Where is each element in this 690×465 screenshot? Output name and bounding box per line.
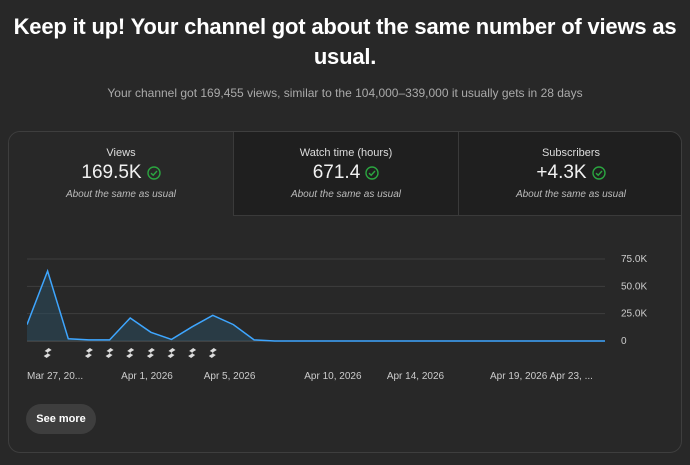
analytics-card: Views 169.5K About the same as usual Wat… xyxy=(8,131,682,453)
tab-title: Watch time (hours) xyxy=(299,147,393,159)
views-line xyxy=(27,268,605,342)
views-area xyxy=(27,271,605,341)
tab-title: Views xyxy=(106,147,136,159)
check-circle-icon xyxy=(591,166,606,180)
x-tick-label: Apr 10, 2026 xyxy=(304,371,362,382)
tab-value-row: +4.3K xyxy=(459,162,681,184)
check-circle-icon xyxy=(365,166,379,180)
shorts-icon xyxy=(167,348,176,358)
check-circle-icon xyxy=(146,166,161,180)
tab-note: About the same as usual xyxy=(65,189,177,200)
x-tick-label: Apr 19, 2026 xyxy=(490,371,548,382)
metric-tabs: Views 169.5K About the same as usual Wat… xyxy=(9,132,681,216)
shorts-icon xyxy=(43,348,52,358)
tab-value-row: 671.4 xyxy=(234,162,458,184)
tab-note: About the same as usual xyxy=(290,189,402,200)
x-tick-label: Apr 5, 2026 xyxy=(203,371,256,382)
x-tick-label: Mar 27, 20... xyxy=(27,371,84,382)
x-tick-label: Apr 14, 2026 xyxy=(386,371,445,382)
shorts-icon xyxy=(126,348,135,358)
shorts-icon xyxy=(105,348,114,358)
tab-value-row: 169.5K xyxy=(9,162,233,184)
y-tick-label: 50.0K xyxy=(621,281,647,292)
tab-views[interactable]: Views 169.5K About the same as usual xyxy=(9,132,233,216)
tab-value: 671.4 xyxy=(312,162,361,183)
x-tick-label: Apr 23, ... xyxy=(549,371,593,382)
shorts-icon xyxy=(188,348,197,358)
tab-watch-time[interactable]: Watch time (hours) 671.4 About the same … xyxy=(233,132,458,216)
shorts-icon xyxy=(146,348,155,358)
x-tick-label: Apr 1, 2026 xyxy=(121,371,173,382)
views-chart: 75.0K 50.0K 25.0K 0 xyxy=(27,254,647,358)
tab-note: About the same as usual xyxy=(515,189,627,200)
y-tick-label: 75.0K xyxy=(621,254,647,265)
shorts-icon xyxy=(84,348,93,358)
shorts-icon xyxy=(208,348,217,358)
tab-value: +4.3K xyxy=(536,162,587,183)
see-more-button[interactable]: See more xyxy=(26,404,96,434)
y-tick-label: 25.0K xyxy=(621,309,647,320)
tab-title: Subscribers xyxy=(541,147,601,159)
headline: Keep it up! Your channel got about the s… xyxy=(13,14,677,69)
tab-subscribers[interactable]: Subscribers +4.3K About the same as usua… xyxy=(458,132,681,216)
tab-value: 169.5K xyxy=(81,162,142,183)
y-tick-label: 0 xyxy=(621,336,627,347)
summary-text: Your channel got 169,455 views, similar … xyxy=(107,86,583,100)
